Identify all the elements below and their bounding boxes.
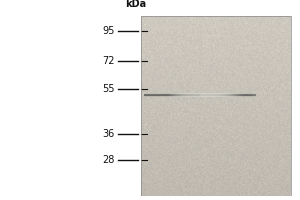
Text: 55: 55 (102, 84, 115, 94)
Bar (141, 16, 291, 196)
Text: kDa: kDa (125, 0, 146, 9)
Text: 95: 95 (102, 26, 115, 36)
Text: 36: 36 (103, 129, 115, 139)
Text: 72: 72 (102, 56, 115, 66)
Bar (3, 16, 141, 196)
Text: 28: 28 (102, 155, 115, 165)
